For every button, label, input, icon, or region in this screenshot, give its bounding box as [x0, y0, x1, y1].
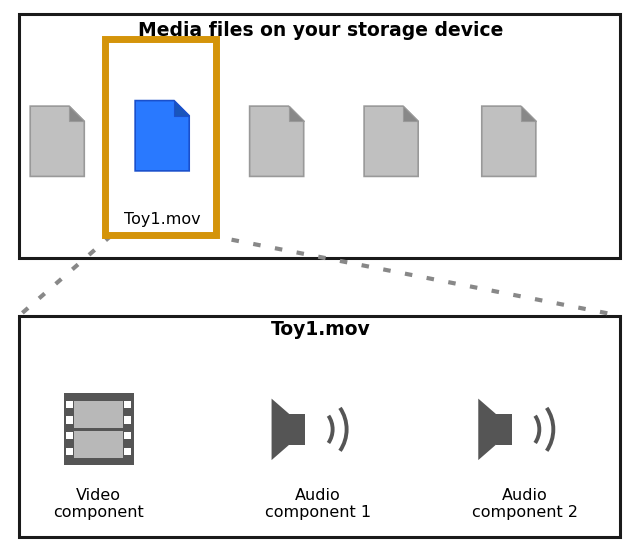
FancyBboxPatch shape — [19, 14, 620, 258]
Polygon shape — [69, 106, 85, 121]
Bar — [124, 417, 131, 424]
Bar — [124, 448, 131, 455]
Text: Video
component: Video component — [53, 488, 144, 520]
Bar — [289, 414, 305, 444]
Bar — [66, 448, 73, 455]
Bar — [66, 417, 73, 424]
Bar — [124, 432, 131, 439]
Bar — [66, 432, 73, 439]
Polygon shape — [250, 106, 304, 176]
FancyBboxPatch shape — [105, 39, 216, 235]
Polygon shape — [364, 106, 418, 176]
Text: Media files on your storage device: Media files on your storage device — [139, 21, 504, 40]
Bar — [66, 401, 73, 408]
Polygon shape — [135, 101, 190, 171]
Bar — [124, 401, 131, 408]
Text: Toy1.mov: Toy1.mov — [124, 212, 200, 228]
Text: Audio
component 1: Audio component 1 — [265, 488, 371, 520]
Polygon shape — [31, 106, 85, 176]
Polygon shape — [482, 106, 536, 176]
FancyBboxPatch shape — [19, 316, 620, 537]
Bar — [64, 393, 134, 465]
Polygon shape — [174, 101, 190, 116]
Polygon shape — [403, 106, 418, 121]
Text: Toy1.mov: Toy1.mov — [272, 320, 371, 339]
Polygon shape — [478, 399, 496, 460]
Bar — [496, 414, 512, 444]
Text: Audio
component 2: Audio component 2 — [472, 488, 577, 520]
Polygon shape — [272, 399, 289, 460]
Bar — [74, 401, 123, 428]
Bar — [74, 431, 123, 458]
Polygon shape — [521, 106, 536, 121]
Polygon shape — [289, 106, 304, 121]
